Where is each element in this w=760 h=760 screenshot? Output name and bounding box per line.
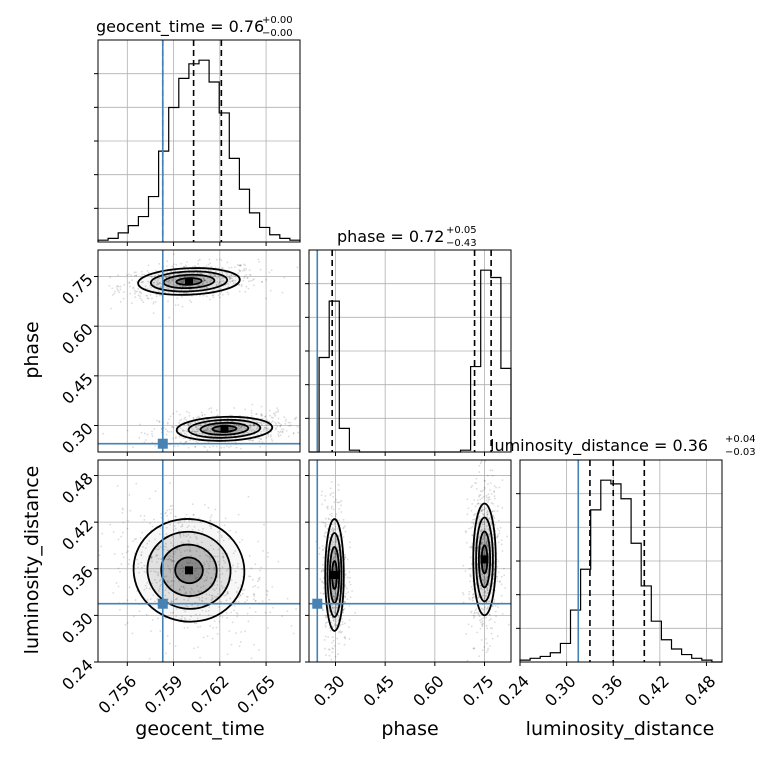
density-peak (480, 555, 489, 564)
contour (160, 543, 218, 597)
xtick-label-geocent_time: 0.756 (94, 672, 140, 718)
contour (137, 267, 241, 296)
title-geocent-time-plus: +0.00 (262, 15, 293, 26)
contour (132, 518, 246, 623)
title-geocent-time: geocent_time = 0.76 (96, 17, 264, 37)
ytick-label-luminosity_distance: 0.42 (58, 516, 97, 555)
ytick-label-luminosity_distance: 0.36 (58, 562, 97, 601)
contour (187, 418, 262, 439)
contour (199, 421, 250, 436)
xtick-label-geocent_time: 0.759 (141, 672, 187, 718)
contour (146, 530, 232, 610)
histogram-geocent_time (97, 59, 301, 242)
xlabel-phase: phase (381, 718, 438, 740)
title-phase-minus: −0.43 (446, 238, 477, 249)
ylabel-luminosity-distance: luminosity_distance (21, 466, 43, 655)
density-peak (184, 566, 193, 575)
histogram-luminosity_distance (519, 479, 722, 663)
contour (175, 415, 274, 442)
truth-marker (312, 598, 323, 609)
contour (475, 516, 494, 603)
contour (174, 556, 204, 585)
title-phase: phase = 0.72 (337, 227, 444, 246)
contour (477, 530, 492, 589)
xtick-label-phase: 0.30 (310, 672, 349, 711)
ytick-label-luminosity_distance: 0.24 (58, 655, 97, 694)
contour (324, 518, 345, 632)
ytick-label-phase: 0.60 (58, 320, 97, 359)
ylabel-phase: phase (21, 321, 43, 378)
xtick-label-luminosity_distance: 0.48 (681, 672, 720, 711)
title-luminosity-distance-plus: +0.04 (725, 434, 756, 445)
truth-marker (157, 438, 168, 449)
contour (149, 270, 229, 293)
contour (472, 502, 497, 617)
contour (326, 532, 343, 618)
density-peak (184, 277, 193, 286)
xtick-label-phase: 0.60 (409, 672, 448, 711)
histogram-phase (309, 269, 512, 453)
ytick-label-luminosity_distance: 0.30 (58, 609, 97, 648)
xtick-label-geocent_time: 0.762 (187, 672, 233, 718)
panel-frame (97, 249, 301, 453)
xtick-label-phase: 0.75 (459, 672, 498, 711)
xtick-label-luminosity_distance: 0.24 (494, 672, 533, 711)
title-luminosity-distance-minus: −0.03 (725, 447, 756, 458)
truth-marker (157, 598, 168, 609)
density-peak (330, 570, 339, 579)
xtick-label-geocent_time: 0.765 (233, 672, 279, 718)
title-phase-plus: +0.05 (446, 225, 477, 236)
ytick-label-luminosity_distance: 0.48 (58, 469, 97, 508)
ytick-label-phase: 0.45 (58, 369, 97, 408)
title-geocent-time-minus: −0.00 (262, 28, 293, 39)
panel-frame (97, 459, 301, 663)
title-luminosity-distance: luminosity_distance = 0.36 (490, 436, 708, 456)
density-peak (220, 424, 229, 433)
xtick-label-luminosity_distance: 0.42 (634, 672, 673, 711)
xtick-label-phase: 0.45 (360, 672, 399, 711)
ytick-label-phase: 0.30 (58, 419, 97, 458)
panel-frame (308, 459, 512, 663)
xtick-label-luminosity_distance: 0.30 (541, 672, 580, 711)
xtick-label-luminosity_distance: 0.36 (588, 672, 627, 711)
xlabel-geocent-time: geocent_time (135, 718, 264, 740)
ytick-label-phase: 0.75 (58, 270, 97, 309)
xlabel-luminosity-distance: luminosity_distance (526, 718, 715, 740)
